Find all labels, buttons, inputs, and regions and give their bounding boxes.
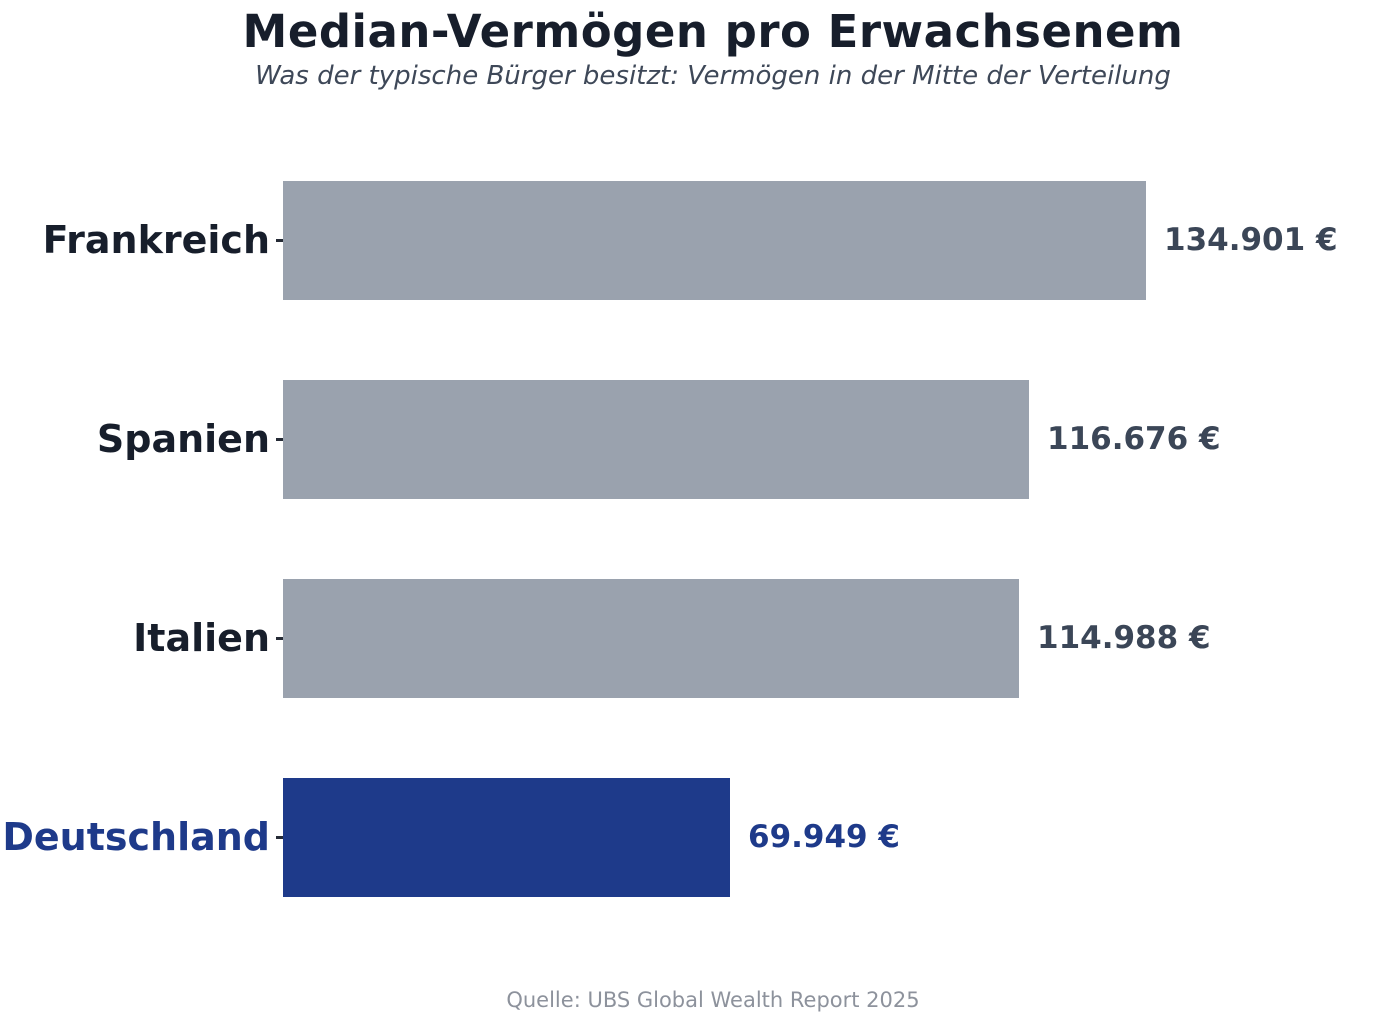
category-label: Frankreich [42,218,270,263]
source-caption: Quelle: UBS Global Wealth Report 2025 [506,988,920,1012]
chart-subtitle: Was der typische Bürger besitzt: Vermöge… [255,60,1171,91]
value-label: 116.676 € [1047,421,1221,458]
category-label: Italien [133,616,270,661]
bar-chart: Frankreich 134.901 € Spanien 116.676 € Itali… [0,141,1374,937]
bar [283,777,730,897]
bar-row: Deutschland 69.949 € [0,738,1374,937]
category-label: Deutschland [2,815,270,860]
chart-title: Median-Vermögen pro Erwachsenem [242,5,1184,58]
bar [283,180,1146,300]
category-label: Spanien [96,417,270,462]
value-label: 114.988 € [1037,620,1211,657]
bar-row: Italien 114.988 € [0,539,1374,738]
value-label: 69.949 € [748,819,900,856]
value-label: 134.901 € [1164,222,1338,259]
bar [283,379,1029,499]
axis-tick [276,437,283,441]
bar-row: Frankreich 134.901 € [0,141,1374,340]
axis-tick [276,238,283,242]
bar [283,578,1019,698]
axis-tick [276,636,283,640]
bar-row: Spanien 116.676 € [0,340,1374,539]
axis-tick [276,835,283,839]
